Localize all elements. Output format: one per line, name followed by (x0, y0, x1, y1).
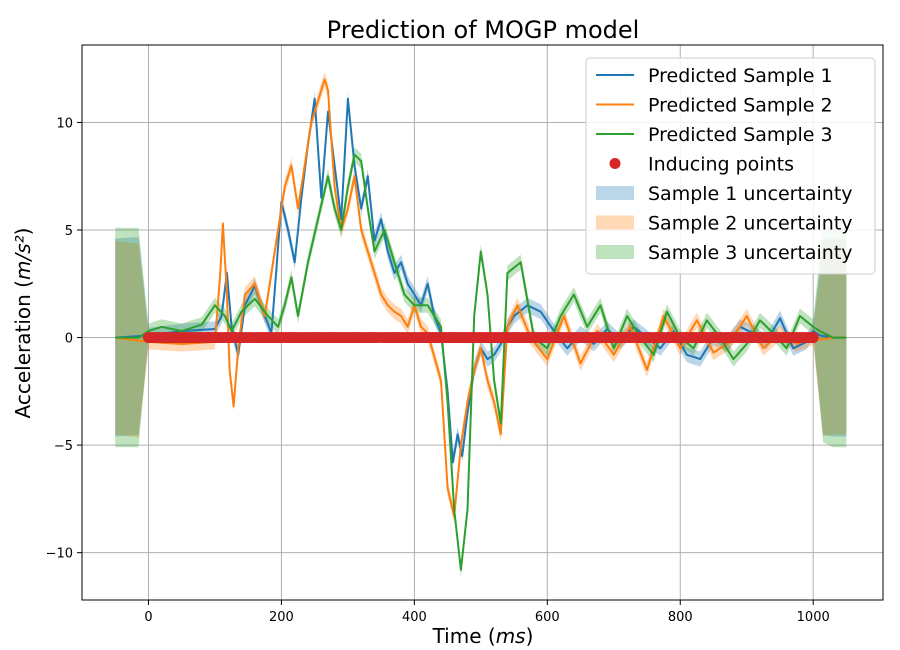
y-tick-label: −10 (46, 547, 73, 562)
legend-label: Sample 1 uncertainty (648, 183, 853, 205)
y-axis-label: Acceleration (m/s²) (11, 228, 35, 419)
legend-label: Predicted Sample 1 (648, 65, 833, 87)
x-axis-label: Time (ms) (432, 624, 534, 648)
legend-box (585, 57, 876, 275)
uncertainty-bands (115, 71, 847, 578)
uncertainty-band-2 (115, 71, 847, 524)
legend-patch-swatch (596, 245, 634, 259)
legend-label: Predicted Sample 3 (648, 124, 833, 146)
legend-label: Predicted Sample 2 (648, 95, 833, 117)
x-tick-label: 400 (402, 610, 427, 625)
y-tick-label: −5 (54, 439, 73, 454)
x-tick-label: 0 (144, 610, 152, 625)
legend-patch-swatch (596, 215, 634, 230)
chart-title: Prediction of MOGP model (327, 16, 640, 44)
y-tick-label: 10 (56, 116, 73, 131)
y-tick-label: 5 (65, 224, 73, 239)
legend-label: Sample 2 uncertainty (648, 213, 853, 235)
series-line-3 (115, 153, 847, 571)
inducing-point (807, 332, 819, 344)
x-tick-label: 600 (535, 610, 560, 625)
legend-label: Inducing points (648, 154, 794, 176)
legend-marker-swatch (609, 158, 621, 169)
legend: Predicted Sample 1 Predicted Sample 2 Pred… (585, 57, 876, 275)
x-tick-label: 1000 (797, 610, 830, 625)
plot-frame (81, 44, 884, 601)
inducing-points (142, 332, 819, 344)
x-tick-label: 800 (668, 610, 693, 625)
x-tick-label: 200 (269, 610, 294, 625)
axis-ticks: 0 200 400 600 800 1000 −10 −5 0 5 10 (46, 116, 830, 625)
legend-patch-swatch (596, 186, 634, 200)
legend-label: Sample 3 uncertainty (648, 242, 853, 264)
series-lines (115, 78, 847, 571)
y-tick-label: 0 (65, 332, 73, 347)
